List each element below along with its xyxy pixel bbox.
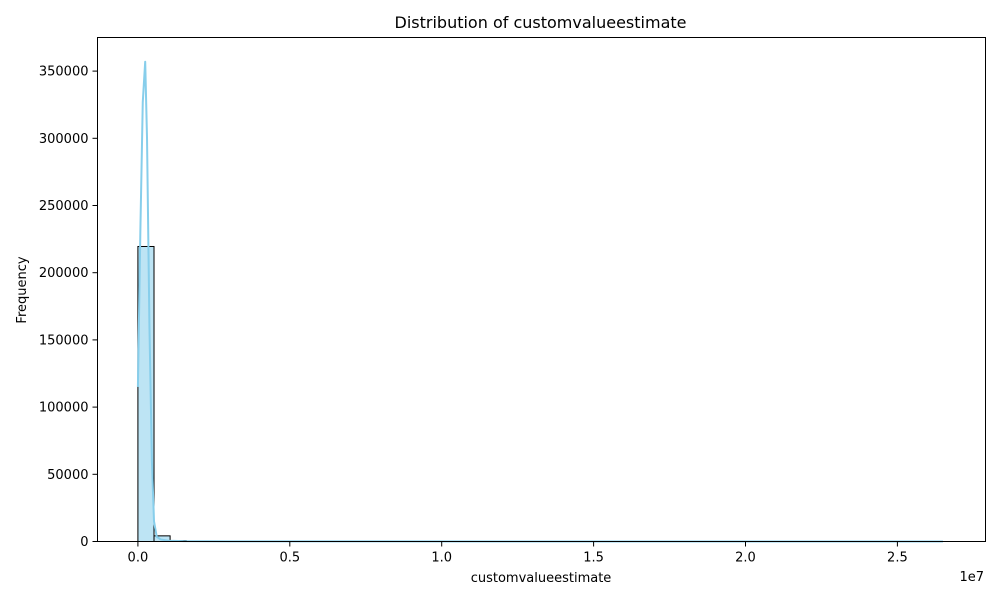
x-axis-label: customvalueestimate bbox=[471, 571, 612, 586]
y-tick-label: 350000 bbox=[39, 65, 89, 80]
y-tick-label: 100000 bbox=[39, 401, 89, 416]
x-tick-label: 1.5 bbox=[583, 551, 604, 566]
y-tick-label: 50000 bbox=[47, 468, 88, 483]
x-tick-label: 2.0 bbox=[735, 551, 756, 566]
y-tick-label: 250000 bbox=[39, 199, 89, 214]
x-axis-ticks: 0.0 0.5 1.0 1.5 2.0 2.5 bbox=[128, 541, 908, 566]
x-tick-label: 2.5 bbox=[887, 551, 908, 566]
x-tick-label: 1.0 bbox=[431, 551, 452, 566]
y-tick-label: 200000 bbox=[39, 266, 89, 281]
x-tick-label: 0.5 bbox=[279, 551, 300, 566]
x-axis-offset-label: 1e7 bbox=[959, 570, 984, 585]
y-axis-label: Frequency bbox=[15, 256, 30, 323]
y-tick-label: 150000 bbox=[39, 333, 89, 348]
chart-title: Distribution of customvalueestimate bbox=[395, 13, 687, 32]
y-tick-label: 0 bbox=[80, 535, 88, 550]
axes-frame bbox=[97, 37, 986, 542]
y-tick-label: 300000 bbox=[39, 132, 89, 147]
x-tick-label: 0.0 bbox=[128, 551, 149, 566]
y-axis-ticks: 0 50000 100000 150000 200000 250000 300000 3500… bbox=[39, 65, 98, 550]
